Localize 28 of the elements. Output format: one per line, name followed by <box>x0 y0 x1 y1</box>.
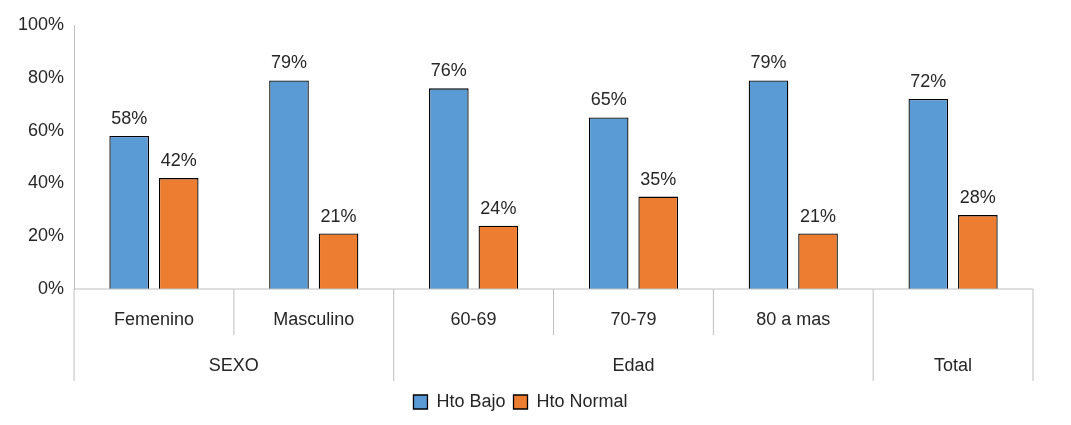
y-tick-label: 60% <box>28 119 65 140</box>
text: Edad <box>612 354 655 375</box>
x-tick-label: 80 a mas <box>756 308 831 329</box>
legend-label: Hto Normal <box>536 390 628 411</box>
text: SEXO <box>208 354 259 375</box>
data-label: 35% <box>640 168 677 189</box>
data-label: 24% <box>480 197 517 218</box>
y-tick-label: 40% <box>28 172 65 193</box>
data-label: 58% <box>111 107 148 128</box>
y-tick-label: 20% <box>28 225 65 246</box>
data-label: 65% <box>590 89 627 110</box>
text: Total <box>934 354 973 375</box>
x-tick-label: Femenino <box>113 308 194 329</box>
y-tick-label: 100% <box>17 13 65 34</box>
data-label: 21% <box>320 205 357 226</box>
legend-label: Hto Bajo <box>436 390 506 411</box>
data-label: 72% <box>910 70 947 91</box>
y-tick-label: 80% <box>28 66 65 87</box>
data-label: 79% <box>750 52 787 73</box>
data-label: 42% <box>160 150 197 171</box>
x-tick-label: Masculino <box>273 308 355 329</box>
y-tick-label: 0% <box>38 277 65 298</box>
x-tick-label: 60-69 <box>450 308 497 329</box>
data-label: 21% <box>800 205 837 226</box>
data-label: 79% <box>270 52 308 73</box>
x-tick-label: 70-79 <box>610 308 657 329</box>
data-label: 28% <box>959 187 996 208</box>
data-label: 76% <box>430 60 467 81</box>
